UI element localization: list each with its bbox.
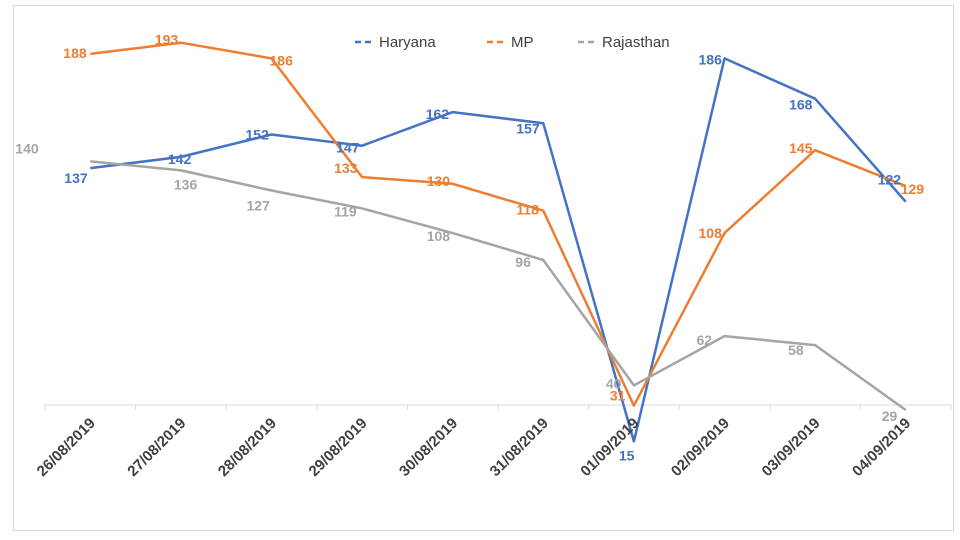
data-label-rajasthan: 62 bbox=[697, 332, 713, 348]
data-label-haryana: 147 bbox=[336, 140, 360, 156]
data-label-mp: 193 bbox=[155, 32, 179, 48]
data-label-haryana: 168 bbox=[789, 97, 813, 113]
x-tick-label: 29/08/2019 bbox=[306, 415, 371, 480]
data-label-rajasthan: 29 bbox=[882, 408, 898, 424]
legend-label-mp: MP bbox=[511, 34, 534, 51]
data-label-haryana: 186 bbox=[699, 51, 723, 67]
data-label-mp: 129 bbox=[901, 181, 925, 197]
data-label-mp: 188 bbox=[63, 45, 87, 61]
data-label-haryana: 15 bbox=[619, 447, 635, 463]
x-tick-label: 27/08/2019 bbox=[124, 415, 189, 480]
data-label-mp: 31 bbox=[610, 388, 626, 404]
series-lines bbox=[90, 41, 907, 443]
series-line-haryana bbox=[90, 57, 907, 443]
data-label-rajasthan: 127 bbox=[247, 198, 271, 214]
x-tick-label: 28/08/2019 bbox=[215, 415, 280, 480]
data-label-mp: 145 bbox=[789, 140, 813, 156]
legend-label-haryana: Haryana bbox=[379, 34, 436, 51]
data-label-mp: 133 bbox=[334, 160, 358, 176]
chart-frame bbox=[13, 5, 954, 531]
x-tick-label: 04/09/2019 bbox=[849, 415, 914, 480]
data-label-rajasthan: 96 bbox=[515, 254, 531, 270]
data-label-mp: 130 bbox=[427, 173, 451, 189]
x-tick-label: 30/08/2019 bbox=[396, 415, 461, 480]
x-tick-label: 03/09/2019 bbox=[759, 415, 824, 480]
series-line-mp bbox=[90, 41, 907, 407]
series-line-rajasthan bbox=[90, 160, 907, 412]
data-label-haryana: 162 bbox=[426, 106, 450, 122]
x-tick-label: 26/08/2019 bbox=[34, 415, 99, 480]
data-label-mp: 118 bbox=[516, 202, 539, 218]
data-label-haryana: 157 bbox=[516, 120, 540, 136]
data-label-rajasthan: 140 bbox=[15, 140, 39, 156]
legend-label-rajasthan: Rajasthan bbox=[602, 34, 670, 51]
data-label-rajasthan: 119 bbox=[334, 203, 357, 219]
legend: Haryana MP Rajasthan bbox=[355, 34, 670, 51]
x-tick-labels: 26/08/2019 27/08/2019 28/08/2019 29/08/2019… bbox=[34, 415, 915, 480]
x-tick-label: 02/09/2019 bbox=[668, 415, 733, 480]
data-label-rajasthan: 58 bbox=[788, 342, 804, 358]
data-label-mp: 186 bbox=[270, 52, 294, 68]
data-label-mp: 108 bbox=[699, 225, 723, 241]
data-label-haryana: 122 bbox=[878, 172, 902, 188]
data-label-haryana: 137 bbox=[64, 170, 88, 186]
data-labels: 137 142 152 147 162 157 15 186 168 122 188 193 186 13… bbox=[15, 32, 924, 464]
x-tick-label: 31/08/2019 bbox=[487, 415, 552, 480]
data-label-haryana: 152 bbox=[246, 127, 270, 143]
data-label-rajasthan: 108 bbox=[427, 228, 451, 244]
data-label-haryana: 142 bbox=[168, 151, 192, 167]
x-axis bbox=[44, 404, 952, 410]
data-label-rajasthan: 40 bbox=[606, 375, 622, 391]
data-label-rajasthan: 136 bbox=[174, 176, 198, 192]
